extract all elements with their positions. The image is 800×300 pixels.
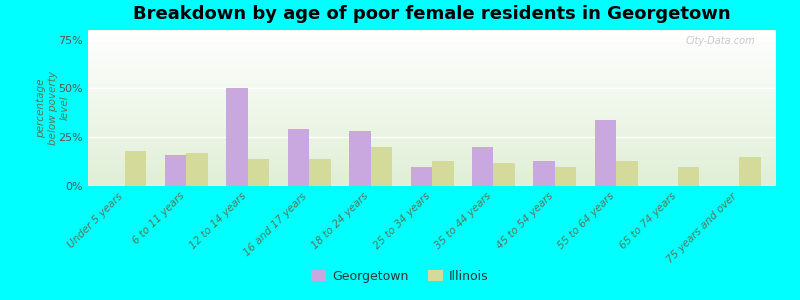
Bar: [739, 157, 761, 186]
Bar: [288, 129, 309, 186]
Text: City-Data.com: City-Data.com: [686, 36, 755, 46]
Bar: [186, 153, 208, 186]
Bar: [165, 155, 186, 186]
Bar: [616, 161, 638, 186]
Bar: [309, 159, 330, 186]
Bar: [534, 161, 555, 186]
Bar: [248, 159, 270, 186]
Legend: Georgetown, Illinois: Georgetown, Illinois: [306, 265, 494, 288]
Bar: [472, 147, 494, 186]
Bar: [226, 88, 248, 186]
Bar: [125, 151, 146, 186]
Bar: [410, 167, 432, 186]
Bar: [432, 161, 454, 186]
Bar: [594, 120, 616, 186]
Bar: [555, 167, 576, 186]
Title: Breakdown by age of poor female residents in Georgetown: Breakdown by age of poor female resident…: [133, 5, 731, 23]
Bar: [494, 163, 515, 186]
Bar: [349, 131, 370, 186]
Bar: [678, 167, 699, 186]
Bar: [370, 147, 392, 186]
Y-axis label: percentage
below poverty
level: percentage below poverty level: [36, 71, 70, 145]
